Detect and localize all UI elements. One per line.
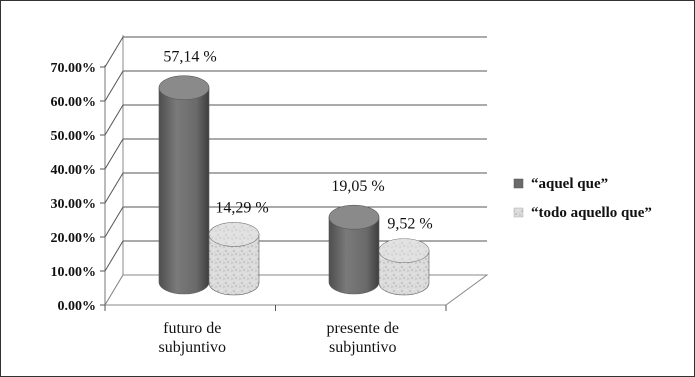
bar-top-texture	[379, 238, 429, 263]
x-tick-label: presente de subjuntivo	[327, 320, 399, 356]
legend-swatch	[513, 207, 524, 218]
y-tick-label: 60.00%	[51, 95, 97, 110]
legend-label: “todo aquello que”	[531, 205, 652, 221]
y-tick-label: 20.00%	[51, 231, 97, 246]
chart-axes: 0.00% 10.00% 20.00% 30.00% 40.00% 50.00% 60.00…	[51, 35, 489, 356]
bar	[208, 222, 260, 296]
bar-body	[328, 216, 380, 295]
gridline-depth	[104, 36, 124, 68]
legend-label: “aquel que”	[531, 176, 608, 192]
bar-top	[158, 75, 210, 101]
data-label: 9,52 %	[387, 216, 432, 233]
gridline-depth	[104, 206, 124, 238]
bar-body	[208, 234, 260, 296]
bar	[158, 75, 210, 295]
y-tick-label: 70.00%	[51, 61, 97, 76]
bar	[328, 204, 380, 295]
bar-body	[158, 87, 210, 295]
chart-marks: 57,14 % 14,29 % 19,05 % 9,52 %	[158, 49, 433, 296]
bar-body	[378, 250, 430, 296]
gridline-depth	[104, 138, 124, 170]
data-label: 57,14 %	[163, 49, 216, 66]
gridline-depth	[104, 104, 124, 136]
y-tick-label: 30.00%	[51, 197, 97, 212]
data-label: 19,05 %	[331, 178, 384, 195]
bar-top	[328, 204, 380, 230]
bar	[378, 238, 430, 296]
y-tick-label: 50.00%	[51, 129, 97, 144]
legend-swatch	[513, 178, 524, 189]
x-tick-label: futuro de subjuntivo	[158, 320, 226, 356]
data-label: 14,29 %	[215, 199, 268, 216]
chart-legend: “aquel que” “todo aquello que”	[513, 176, 652, 221]
gridline-depth	[104, 70, 124, 102]
bar-top-texture	[209, 222, 259, 247]
gridline-depth	[104, 240, 124, 272]
gridline-depth	[104, 172, 124, 204]
y-tick-label: 10.00%	[51, 265, 97, 280]
y-tick-label: 0.00%	[58, 299, 97, 314]
y-tick-label: 40.00%	[51, 163, 97, 178]
